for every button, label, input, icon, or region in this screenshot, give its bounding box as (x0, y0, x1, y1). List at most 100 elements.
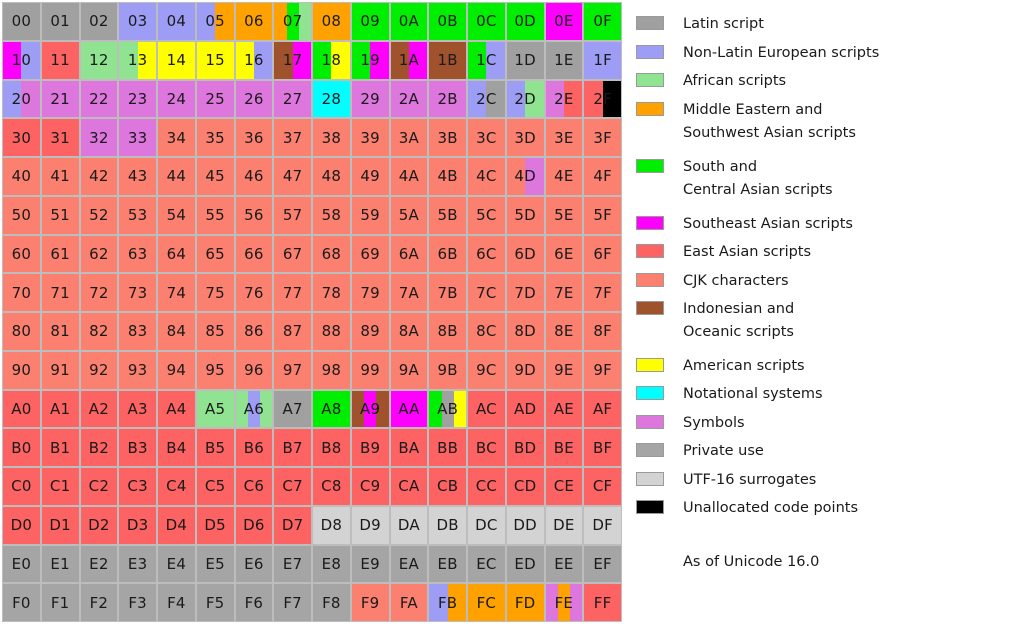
block-label: 94 (166, 361, 187, 380)
block-label: 58 (321, 206, 342, 225)
block-cell-83: 83 (118, 312, 157, 351)
block-label: DB (436, 516, 459, 535)
block-label: EE (554, 554, 574, 573)
block-cell-2D: 2D (505, 79, 545, 119)
block-label: 6F (593, 244, 612, 263)
category-segment (235, 506, 273, 544)
block-label: 78 (321, 283, 342, 302)
category-segment (158, 80, 195, 118)
block-label: 42 (89, 167, 109, 186)
category-segment (235, 274, 273, 311)
block-cell-59: 59 (350, 195, 390, 235)
block-label: 74 (166, 283, 187, 302)
block-label: 4B (437, 167, 458, 186)
block-label: 96 (244, 361, 264, 380)
block-label: 67 (282, 244, 303, 263)
block-cell-A5: A5 (195, 389, 235, 429)
category-segment (429, 3, 467, 40)
category-segment (235, 80, 273, 118)
block-cell-3D: 3D (505, 118, 545, 157)
category-segment (313, 119, 350, 156)
block-cell-E5: E5 (195, 544, 235, 584)
block-label: E4 (166, 554, 187, 573)
block-cell-44: 44 (157, 157, 196, 196)
block-label: 5A (398, 206, 419, 225)
block-cell-4D: 4D (505, 157, 545, 196)
category-segment (429, 429, 467, 466)
block-cell-E4: E4 (157, 544, 196, 584)
category-segment (235, 390, 248, 428)
category-segment (274, 506, 312, 544)
block-label: 8B (437, 322, 458, 341)
category-segment (429, 196, 467, 234)
block-cell-0E: 0E (544, 2, 584, 41)
category-segment (3, 313, 40, 350)
block-cell-86: 86 (234, 312, 274, 351)
block-cell-AC: AC (467, 389, 506, 429)
legend-swatch (636, 73, 664, 87)
category-segment (390, 41, 410, 79)
block-label: 9A (398, 361, 419, 380)
category-segment (235, 313, 273, 350)
block-label: CD (513, 477, 537, 496)
category-segment (158, 429, 195, 466)
category-segment (3, 506, 40, 544)
category-segment (80, 390, 118, 428)
block-label: 3A (398, 128, 419, 147)
block-cell-A6: A6 (234, 389, 274, 429)
block-label: 08 (321, 12, 342, 31)
legend-swatch (636, 102, 664, 116)
block-cell-13: 13 (118, 40, 157, 80)
block-label: 55 (205, 206, 225, 225)
block-label: 07 (282, 12, 303, 31)
block-cell-48: 48 (312, 157, 351, 196)
block-cell-F6: F6 (234, 583, 274, 622)
category-segment (506, 468, 544, 505)
block-cell-72: 72 (79, 273, 119, 312)
block-cell-99: 99 (350, 350, 390, 390)
category-segment (274, 80, 312, 118)
legend-label-line: Southeast Asian scripts (683, 216, 853, 232)
category-segment (21, 80, 40, 118)
category-segment (486, 80, 505, 118)
category-segment (119, 41, 138, 79)
block-label: A7 (282, 399, 303, 418)
block-label: D5 (204, 516, 226, 535)
block-label: 1C (476, 51, 497, 70)
block-cell-6D: 6D (505, 234, 545, 274)
category-segment (584, 313, 622, 350)
block-cell-11: 11 (40, 40, 80, 80)
block-cell-5E: 5E (544, 195, 584, 235)
block-label: 6B (437, 244, 458, 263)
block-label: B7 (282, 438, 303, 457)
block-cell-98: 98 (312, 350, 351, 390)
block-label: 49 (360, 167, 380, 186)
block-label: 14 (166, 51, 187, 70)
block-label: D6 (243, 516, 265, 535)
block-label: F1 (50, 593, 70, 612)
category-segment (158, 468, 195, 505)
category-segment (331, 390, 350, 428)
legend-label: Indonesian and Oceanic scripts (683, 298, 794, 343)
category-segment (274, 468, 312, 505)
category-segment (468, 158, 505, 195)
category-segment (274, 545, 312, 583)
block-cell-B0: B0 (2, 428, 41, 467)
block-cell-43: 43 (118, 157, 157, 196)
block-cell-67: 67 (273, 234, 312, 274)
block-cell-7A: 7A (389, 273, 429, 312)
block-cell-93: 93 (118, 350, 157, 390)
category-segment (390, 351, 428, 389)
category-segment (41, 158, 79, 195)
block-cell-17: 17 (273, 40, 312, 80)
category-segment (158, 274, 195, 311)
block-cell-90: 90 (2, 350, 41, 390)
block-label: 24 (166, 89, 187, 108)
category-segment (158, 584, 195, 621)
block-label: 9E (554, 361, 574, 380)
version-note: As of Unicode 16.0 (683, 554, 820, 570)
category-segment (80, 468, 118, 505)
category-segment (351, 506, 389, 544)
block-cell-28: 28 (312, 79, 351, 119)
block-label: 3B (437, 128, 458, 147)
